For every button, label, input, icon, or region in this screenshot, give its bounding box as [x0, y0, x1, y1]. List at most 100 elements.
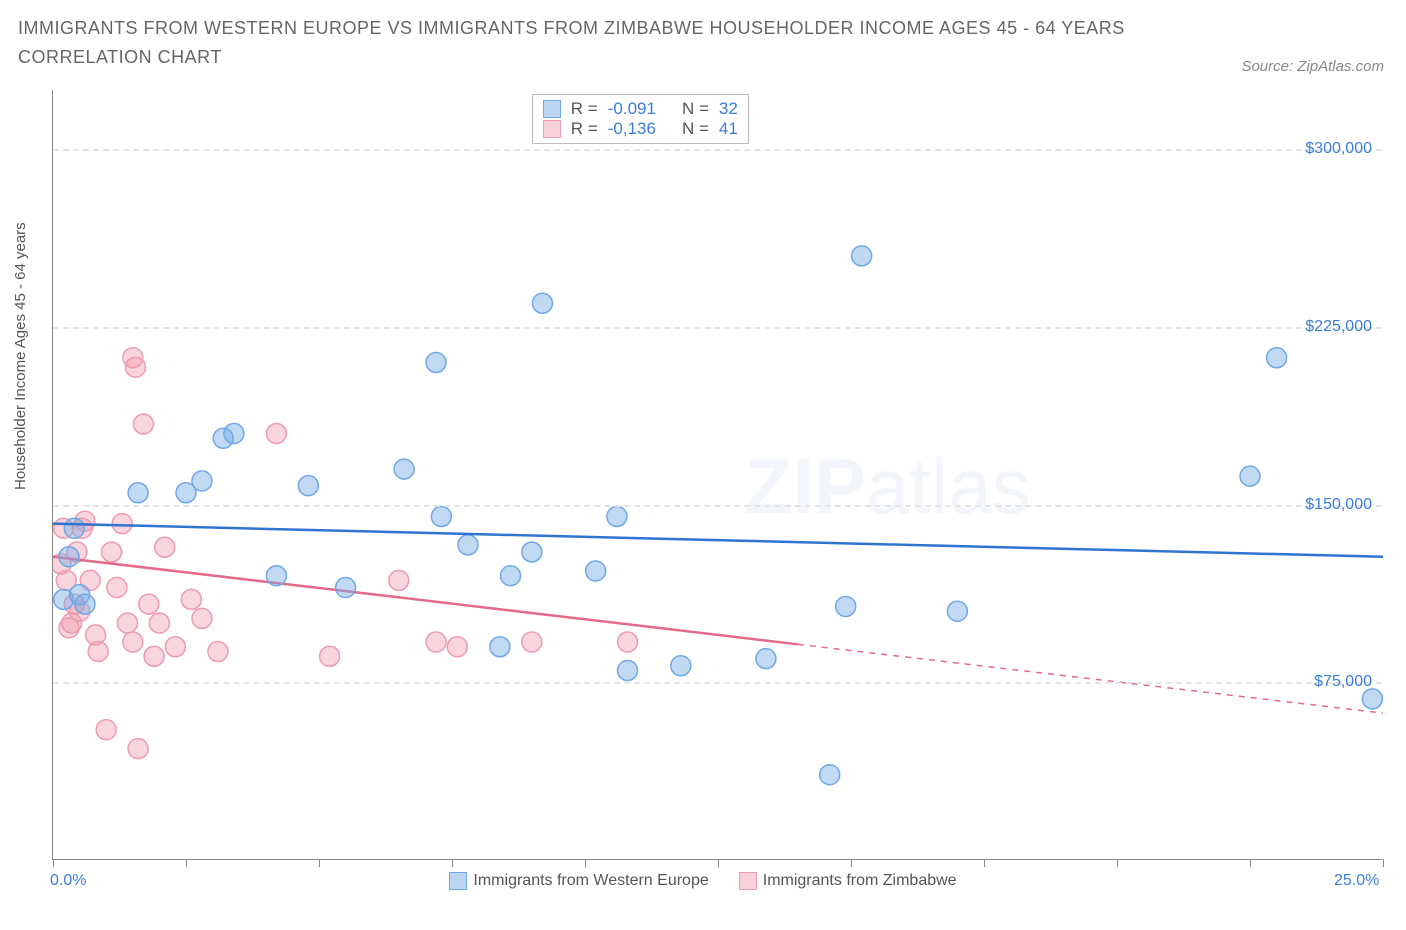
n-label: N = [682, 99, 709, 119]
scatter-point-western-europe [54, 589, 74, 609]
scatter-point-western-europe [426, 352, 446, 372]
scatter-point-zimbabwe [62, 613, 82, 633]
scatter-point-zimbabwe [125, 357, 145, 377]
scatter-point-zimbabwe [72, 518, 92, 538]
scatter-point-western-europe [501, 566, 521, 586]
legend-swatch [543, 120, 561, 138]
scatter-point-zimbabwe [128, 739, 148, 759]
y-tick-label: $225,000 [1305, 318, 1372, 336]
gridline [53, 682, 1382, 684]
scatter-point-zimbabwe [192, 608, 212, 628]
r-value: -0.091 [608, 99, 656, 119]
scatter-point-western-europe [852, 246, 872, 266]
chart-title-line1: IMMIGRANTS FROM WESTERN EUROPE VS IMMIGR… [18, 14, 1125, 43]
scatter-point-zimbabwe [123, 348, 143, 368]
scatter-point-zimbabwe [123, 632, 143, 652]
correlation-legend: R =-0.091N =32R =-0,136N =41 [532, 94, 749, 144]
scatter-point-western-europe [458, 535, 478, 555]
scatter-point-western-europe [213, 428, 233, 448]
scatter-point-zimbabwe [102, 542, 122, 562]
source-attribution: Source: ZipAtlas.com [1241, 58, 1384, 75]
scatter-point-zimbabwe [139, 594, 159, 614]
correlation-legend-row: R =-0.091N =32 [543, 99, 738, 119]
scatter-point-zimbabwe [155, 537, 175, 557]
scatter-point-western-europe [836, 596, 856, 616]
scatter-point-western-europe [618, 660, 638, 680]
x-tick [53, 859, 54, 867]
scatter-point-western-europe [128, 483, 148, 503]
scatter-point-western-europe [70, 585, 90, 605]
scatter-point-zimbabwe [389, 570, 409, 590]
scatter-point-zimbabwe [144, 646, 164, 666]
scatter-point-zimbabwe [133, 414, 153, 434]
scatter-point-zimbabwe [70, 601, 90, 621]
title-block: IMMIGRANTS FROM WESTERN EUROPE VS IMMIGR… [18, 14, 1125, 72]
plot-area: ZIPatlas R =-0.091N =32R =-0,136N =41 $7… [52, 90, 1382, 860]
scatter-point-zimbabwe [149, 613, 169, 633]
correlation-legend-row: R =-0,136N =41 [543, 119, 738, 139]
scatter-point-zimbabwe [320, 646, 340, 666]
r-label: R = [571, 99, 598, 119]
scatter-point-western-europe [224, 424, 244, 444]
n-label: N = [682, 119, 709, 139]
x-tick [851, 859, 852, 867]
scatter-point-zimbabwe [208, 642, 228, 662]
scatter-point-zimbabwe [266, 424, 286, 444]
x-tick [585, 859, 586, 867]
scatter-point-western-europe [1240, 466, 1260, 486]
scatter-point-western-europe [586, 561, 606, 581]
x-tick [319, 859, 320, 867]
legend-item: Immigrants from Zimbabwe [739, 872, 957, 890]
scatter-point-zimbabwe [67, 542, 87, 562]
x-tick [1383, 859, 1384, 867]
scatter-point-zimbabwe [522, 632, 542, 652]
series-legend: Immigrants from Western Europe Immigrants… [0, 872, 1406, 890]
x-tick [452, 859, 453, 867]
scatter-point-western-europe [394, 459, 414, 479]
legend-label: Immigrants from Zimbabwe [763, 872, 957, 890]
scatter-point-zimbabwe [56, 570, 76, 590]
x-tick [984, 859, 985, 867]
chart-svg-overlay [53, 90, 1383, 860]
scatter-point-zimbabwe [447, 637, 467, 657]
legend-swatch [543, 100, 561, 118]
scatter-point-western-europe [266, 566, 286, 586]
y-tick-label: $150,000 [1305, 496, 1372, 514]
scatter-point-zimbabwe [618, 632, 638, 652]
scatter-point-zimbabwe [64, 594, 84, 614]
scatter-point-zimbabwe [54, 518, 74, 538]
scatter-point-western-europe [522, 542, 542, 562]
y-tick-label: $75,000 [1314, 673, 1372, 691]
gridline [53, 505, 1382, 507]
scatter-point-western-europe [532, 293, 552, 313]
scatter-point-western-europe [64, 518, 84, 538]
legend-label: Immigrants from Western Europe [473, 872, 708, 890]
scatter-point-western-europe [298, 476, 318, 496]
scatter-point-western-europe [756, 649, 776, 669]
scatter-point-zimbabwe [96, 720, 116, 740]
scatter-point-zimbabwe [181, 589, 201, 609]
watermark-bold: ZIP [745, 442, 866, 530]
scatter-point-zimbabwe [75, 511, 95, 531]
scatter-point-western-europe [1362, 689, 1382, 709]
n-value: 41 [719, 119, 738, 139]
trend-line-zimbabwe [53, 557, 798, 645]
scatter-point-zimbabwe [53, 554, 71, 574]
gridline [53, 327, 1382, 329]
r-value: -0,136 [608, 119, 656, 139]
scatter-point-zimbabwe [117, 613, 137, 633]
scatter-point-western-europe [192, 471, 212, 491]
x-tick [718, 859, 719, 867]
scatter-point-zimbabwe [80, 570, 100, 590]
scatter-point-western-europe [607, 506, 627, 526]
watermark-thin: atlas [866, 442, 1031, 530]
scatter-point-zimbabwe [426, 632, 446, 652]
legend-item: Immigrants from Western Europe [449, 872, 708, 890]
scatter-point-zimbabwe [107, 578, 127, 598]
scatter-point-western-europe [336, 578, 356, 598]
scatter-point-western-europe [947, 601, 967, 621]
y-tick-label: $300,000 [1305, 140, 1372, 158]
scatter-point-zimbabwe [165, 637, 185, 657]
scatter-point-zimbabwe [86, 625, 106, 645]
chart-title-line2: CORRELATION CHART [18, 43, 1125, 72]
